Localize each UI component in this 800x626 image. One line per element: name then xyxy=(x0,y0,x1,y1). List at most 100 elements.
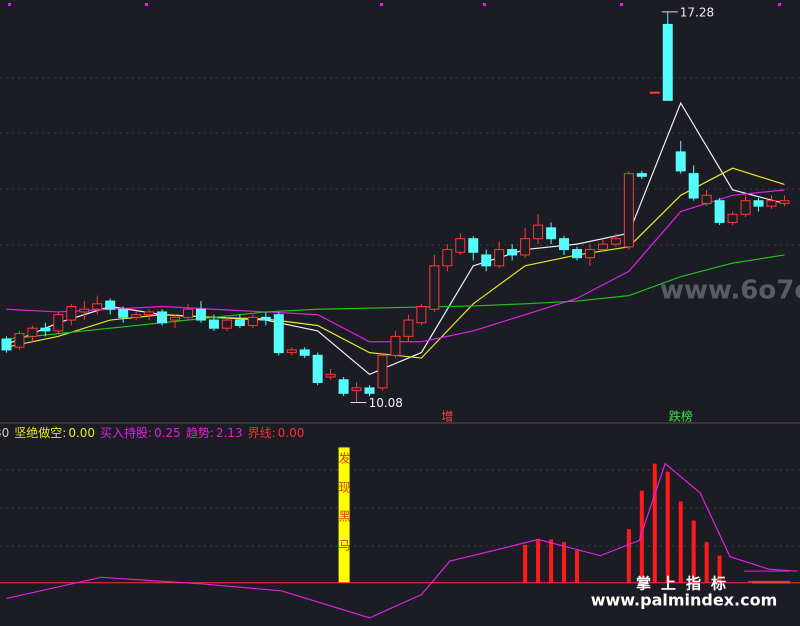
candle-body xyxy=(105,300,116,310)
price-label: 10.08 xyxy=(369,396,403,410)
candle-body xyxy=(92,303,103,310)
candle-body xyxy=(195,308,206,321)
legend-text: 30 xyxy=(0,426,9,440)
legend-text: 趋势: xyxy=(186,426,214,440)
candle-body xyxy=(675,151,686,172)
legend-text: 买入持股: xyxy=(100,425,152,440)
legend-text: 2.13 xyxy=(216,426,243,440)
candle-body xyxy=(597,243,608,251)
dot xyxy=(620,3,623,6)
dot xyxy=(380,3,383,6)
candle-body xyxy=(208,319,219,329)
candle-body xyxy=(312,354,323,383)
candle-body xyxy=(351,387,362,392)
bar xyxy=(665,471,670,583)
candle-body xyxy=(727,213,738,223)
candle-body xyxy=(377,354,388,389)
moving-average xyxy=(6,167,785,359)
candle-body xyxy=(429,265,440,310)
moving-average xyxy=(6,254,785,340)
candle-body xyxy=(740,200,751,215)
candle-body xyxy=(14,333,25,348)
candle-body xyxy=(701,194,712,204)
candle-body xyxy=(662,23,673,101)
candle-body xyxy=(338,379,349,394)
watermark-title: 掌上指标 xyxy=(636,575,736,593)
candle-body xyxy=(507,249,518,256)
candle-body xyxy=(571,249,582,259)
legend-text: 0.00 xyxy=(278,426,305,440)
candle-body xyxy=(325,373,336,378)
candle-body xyxy=(442,249,453,267)
event-label: 跌榜 xyxy=(669,409,693,424)
candle-body xyxy=(40,327,51,332)
candle-body xyxy=(481,254,492,267)
trend-line xyxy=(6,462,798,619)
candle-body xyxy=(364,387,375,394)
candle-body xyxy=(636,173,647,177)
candle-body xyxy=(183,308,194,318)
bar xyxy=(639,490,644,583)
candle-body xyxy=(533,224,544,240)
candle-body xyxy=(170,316,181,321)
bar xyxy=(523,544,528,583)
candle-body xyxy=(286,349,297,354)
candle-body xyxy=(260,316,271,321)
legend-text: 界线: xyxy=(248,426,276,440)
candle-body xyxy=(403,319,414,337)
legend-text: 0.25 xyxy=(154,426,181,440)
candle-body xyxy=(753,200,764,207)
candle-body xyxy=(766,200,777,207)
candle-body xyxy=(494,249,505,267)
candle-body xyxy=(66,306,77,321)
candle-body xyxy=(520,238,531,256)
watermark: www.6o7o.com xyxy=(660,276,800,306)
signal-bar xyxy=(338,447,350,583)
candle-body xyxy=(53,314,64,332)
candle-body xyxy=(390,335,401,356)
candle-body xyxy=(247,316,258,326)
bar xyxy=(562,542,567,583)
candle-body xyxy=(221,319,232,329)
event-label: 增 xyxy=(441,410,453,424)
layout xyxy=(0,3,800,547)
legend-text: 0.00 xyxy=(68,426,95,440)
bar xyxy=(574,550,579,583)
bar xyxy=(536,539,541,583)
candle-body xyxy=(649,91,660,94)
candle-body xyxy=(416,306,427,324)
watermark-url: www.palmindex.com xyxy=(591,591,778,610)
bar xyxy=(652,463,657,583)
price-label: 17.28 xyxy=(680,5,714,19)
bar xyxy=(549,539,554,583)
candle-body xyxy=(79,308,90,313)
legend-text: 坚绝做空: xyxy=(14,425,66,440)
candle-body xyxy=(157,311,168,324)
dot xyxy=(483,3,486,6)
candle-body xyxy=(118,308,129,318)
candle-body xyxy=(610,238,621,245)
bar xyxy=(704,542,709,583)
dot xyxy=(145,3,148,6)
candle-body xyxy=(234,319,245,326)
candle-body xyxy=(714,200,725,223)
candle-body xyxy=(584,249,595,259)
candle-body xyxy=(299,349,310,356)
candle-body xyxy=(688,173,699,199)
candle-body xyxy=(779,200,790,204)
candle-body xyxy=(144,311,155,316)
bar xyxy=(691,520,696,583)
dot xyxy=(8,3,11,6)
bar xyxy=(717,555,722,583)
candle-body xyxy=(1,338,12,351)
candle-body xyxy=(131,314,142,318)
signal-label: 发现黑马 xyxy=(337,451,351,568)
candle-body xyxy=(623,173,634,248)
candle-body xyxy=(455,238,466,253)
candle-body xyxy=(27,327,38,337)
candle-body xyxy=(546,227,557,240)
bar xyxy=(626,529,631,583)
